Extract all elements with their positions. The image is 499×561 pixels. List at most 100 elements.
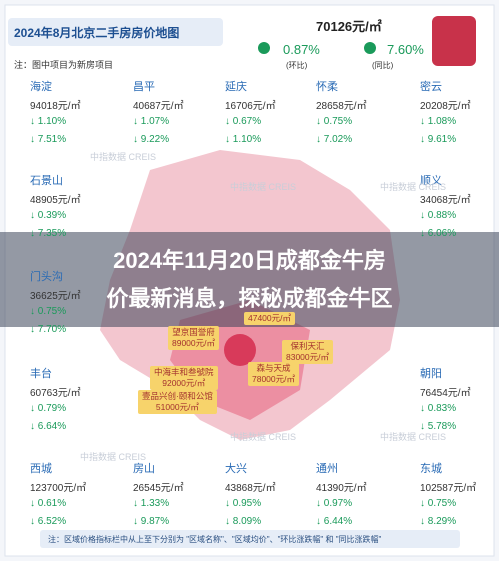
- district-mom: ↓ 1.10%: [30, 116, 67, 127]
- district-name: 东城: [420, 463, 442, 475]
- district-mom: ↓ 0.88%: [420, 210, 457, 221]
- mom-icon: [258, 42, 270, 54]
- district-mom: ↓ 0.67%: [225, 116, 262, 127]
- overlay-line: 价最新消息，探秘成都金牛区: [106, 286, 393, 311]
- yoy-icon: [364, 42, 376, 54]
- district-yoy: ↓ 9.87%: [133, 516, 170, 527]
- district-price: 28658元/㎡: [316, 101, 367, 112]
- yoy-label: (同比): [372, 61, 394, 70]
- district-name: 丰台: [30, 368, 52, 380]
- project-text: 森与天成: [256, 363, 291, 373]
- district-price: 76454元/㎡: [420, 388, 471, 399]
- watermark: 中指数据 CREIS: [80, 452, 147, 462]
- footer-box: [40, 530, 460, 548]
- district-yoy: ↓ 6.52%: [30, 516, 67, 527]
- project-text: 51000元/㎡: [155, 402, 199, 412]
- district-name: 怀柔: [316, 81, 338, 93]
- district-mom: ↓ 0.75%: [316, 116, 353, 127]
- district-price: 123700元/㎡: [30, 483, 87, 494]
- project: 中海丰和叁號院 92000元/㎡: [150, 366, 218, 390]
- district-mom: ↓ 1.33%: [133, 498, 170, 509]
- district-name: 密云: [420, 81, 442, 93]
- mom: 0.87%: [283, 42, 320, 57]
- project-text: 83000元/㎡: [286, 352, 329, 362]
- district-yoy: ↓ 7.70%: [30, 324, 67, 335]
- district-yoy: ↓ 5.78%: [420, 421, 457, 432]
- district-name: 海淀: [30, 81, 52, 93]
- district-name: 西城: [30, 463, 52, 475]
- district-mom: ↓ 1.08%: [420, 116, 457, 127]
- avg-price: 70126元/㎡: [316, 19, 382, 34]
- district-yoy: ↓ 8.09%: [225, 516, 262, 527]
- project: 壹品兴创·颐和公馆 51000元/㎡: [138, 390, 217, 414]
- district-price: 36625元/㎡: [30, 291, 81, 302]
- district-name: 通州: [316, 463, 338, 475]
- district-name: 大兴: [225, 463, 247, 475]
- title: 2024年8月北京二手房房价地图: [14, 26, 180, 40]
- district-mom: ↓ 1.07%: [133, 116, 170, 127]
- district-yoy: ↓ 7.51%: [30, 134, 67, 145]
- district-name: 昌平: [133, 81, 155, 93]
- watermark: 中指数据 CREIS: [230, 182, 297, 192]
- mom-label: (环比): [286, 61, 308, 70]
- overlay-title: 2024年11月20日成都金牛房 价最新消息，探秘成都金牛区: [0, 242, 499, 318]
- project-text: 92000元/㎡: [162, 378, 206, 388]
- district-mom: ↓ 0.75%: [420, 498, 457, 509]
- district-mom: ↓ 0.97%: [316, 498, 353, 509]
- district-yoy: ↓ 6.64%: [30, 421, 67, 432]
- district-price: 94018元/㎡: [30, 101, 81, 112]
- district-price: 102587元/㎡: [420, 483, 477, 494]
- overlay-line: 2024年11月20日成都金牛房: [113, 248, 386, 273]
- district-mom: ↓ 0.39%: [30, 210, 67, 221]
- watermark: 中指数据 CREIS: [380, 432, 447, 442]
- overlay-band: [0, 232, 499, 327]
- district-mom: ↓ 0.83%: [420, 403, 457, 414]
- center: [224, 334, 256, 366]
- project-text: 保利天汇: [290, 341, 325, 351]
- project: 保利天汇 83000元/㎡: [282, 340, 333, 364]
- district-price: 40687元/㎡: [133, 101, 184, 112]
- district-price: 60763元/㎡: [30, 388, 81, 399]
- district-mom: ↓ 0.95%: [225, 498, 262, 509]
- district-price: 48905元/㎡: [30, 195, 81, 206]
- district-mom: ↓ 0.79%: [30, 403, 67, 414]
- district-name: 顺义: [420, 175, 442, 187]
- district-yoy: ↓ 9.22%: [133, 134, 170, 145]
- project: 森与天成 78000元/㎡: [248, 362, 299, 386]
- district-name: 石景山: [30, 175, 63, 187]
- district-price: 16706元/㎡: [225, 101, 276, 112]
- project: 47400元/㎡: [244, 312, 295, 325]
- district-yoy: ↓ 9.61%: [420, 134, 457, 145]
- watermark: 中指数据 CREIS: [230, 432, 297, 442]
- project-text: 78000元/㎡: [252, 374, 295, 384]
- logo: [432, 16, 476, 66]
- project-text: 47400元/㎡: [248, 313, 291, 323]
- footer: 注：区域价格指标栏中从上至下分别为 "区域名称"、"区域均价"、"环比涨跌幅" …: [48, 535, 382, 544]
- project-text: 望京国誉府: [172, 327, 215, 337]
- district-yoy: ↓ 8.29%: [420, 516, 457, 527]
- district-yoy: ↓ 7.35%: [30, 228, 67, 239]
- district-name: 朝阳: [420, 368, 442, 380]
- district-price: 20208元/㎡: [420, 101, 471, 112]
- project-text: 中海丰和叁號院: [154, 367, 214, 377]
- district-yoy: ↓ 6.06%: [420, 228, 457, 239]
- project-text: 89000元/㎡: [172, 338, 215, 348]
- watermark: 中指数据 CREIS: [90, 152, 157, 162]
- district-price: 26545元/㎡: [133, 483, 184, 494]
- watermark: 中指数据 CREIS: [380, 182, 447, 192]
- district-price: 41390元/㎡: [316, 483, 367, 494]
- yoy: 7.60%: [387, 42, 424, 57]
- district-name: 延庆: [225, 81, 247, 93]
- district-yoy: ↓ 6.44%: [316, 516, 353, 527]
- district-price: 34068元/㎡: [420, 195, 471, 206]
- district-name: 门头沟: [30, 271, 63, 283]
- project: 望京国誉府 89000元/㎡: [168, 326, 219, 350]
- project-text: 壹品兴创·颐和公馆: [142, 391, 213, 401]
- district-yoy: ↓ 7.02%: [316, 134, 353, 145]
- title-box: [8, 18, 223, 46]
- note: 注：图中项目为新房项目: [14, 60, 114, 70]
- district-price: 43868元/㎡: [225, 483, 276, 494]
- district-name: 房山: [133, 463, 155, 475]
